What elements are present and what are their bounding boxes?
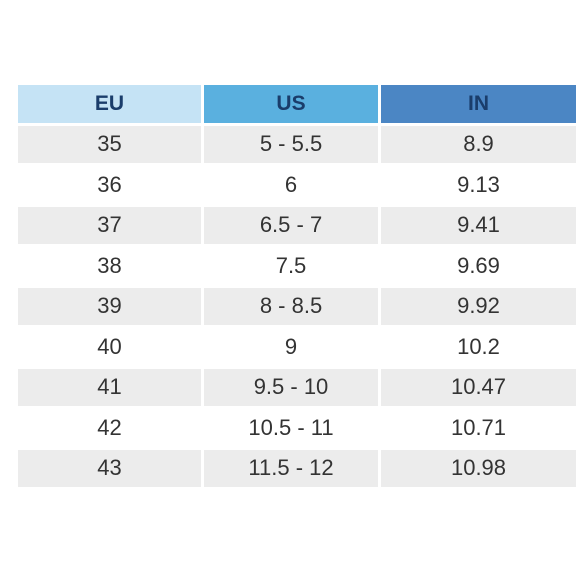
cell-eu: 42 (18, 409, 201, 447)
header-us: US (204, 85, 378, 123)
table-row: 41 9.5 - 10 10.47 (18, 368, 576, 406)
cell-us: 5 - 5.5 (204, 125, 378, 163)
cell-eu: 41 (18, 368, 201, 406)
cell-in: 10.47 (381, 368, 576, 406)
table-row: 36 6 9.13 (18, 166, 576, 204)
cell-us: 7.5 (204, 247, 378, 285)
cell-in: 9.69 (381, 247, 576, 285)
cell-us: 11.5 - 12 (204, 449, 378, 487)
table-row: 37 6.5 - 7 9.41 (18, 206, 576, 244)
cell-eu: 43 (18, 449, 201, 487)
cell-in: 9.41 (381, 206, 576, 244)
header-in: IN (381, 85, 576, 123)
cell-us: 9 (204, 328, 378, 366)
cell-us: 6.5 - 7 (204, 206, 378, 244)
cell-eu: 35 (18, 125, 201, 163)
cell-in: 10.71 (381, 409, 576, 447)
cell-us: 9.5 - 10 (204, 368, 378, 406)
table-row: 39 8 - 8.5 9.92 (18, 287, 576, 325)
table-row: 38 7.5 9.69 (18, 247, 576, 285)
cell-eu: 37 (18, 206, 201, 244)
table-row: 35 5 - 5.5 8.9 (18, 125, 576, 163)
table-row: 40 9 10.2 (18, 328, 576, 366)
cell-eu: 36 (18, 166, 201, 204)
cell-us: 8 - 8.5 (204, 287, 378, 325)
size-conversion-table: EU US IN 35 5 - 5.5 8.9 36 6 9.13 37 6.5… (15, 82, 579, 490)
cell-eu: 39 (18, 287, 201, 325)
cell-us: 10.5 - 11 (204, 409, 378, 447)
cell-in: 8.9 (381, 125, 576, 163)
cell-in: 10.2 (381, 328, 576, 366)
table-row: 43 11.5 - 12 10.98 (18, 449, 576, 487)
cell-in: 9.13 (381, 166, 576, 204)
cell-in: 9.92 (381, 287, 576, 325)
cell-eu: 40 (18, 328, 201, 366)
cell-us: 6 (204, 166, 378, 204)
table-row: 42 10.5 - 11 10.71 (18, 409, 576, 447)
cell-in: 10.98 (381, 449, 576, 487)
header-row: EU US IN (18, 85, 576, 123)
header-eu: EU (18, 85, 201, 123)
cell-eu: 38 (18, 247, 201, 285)
